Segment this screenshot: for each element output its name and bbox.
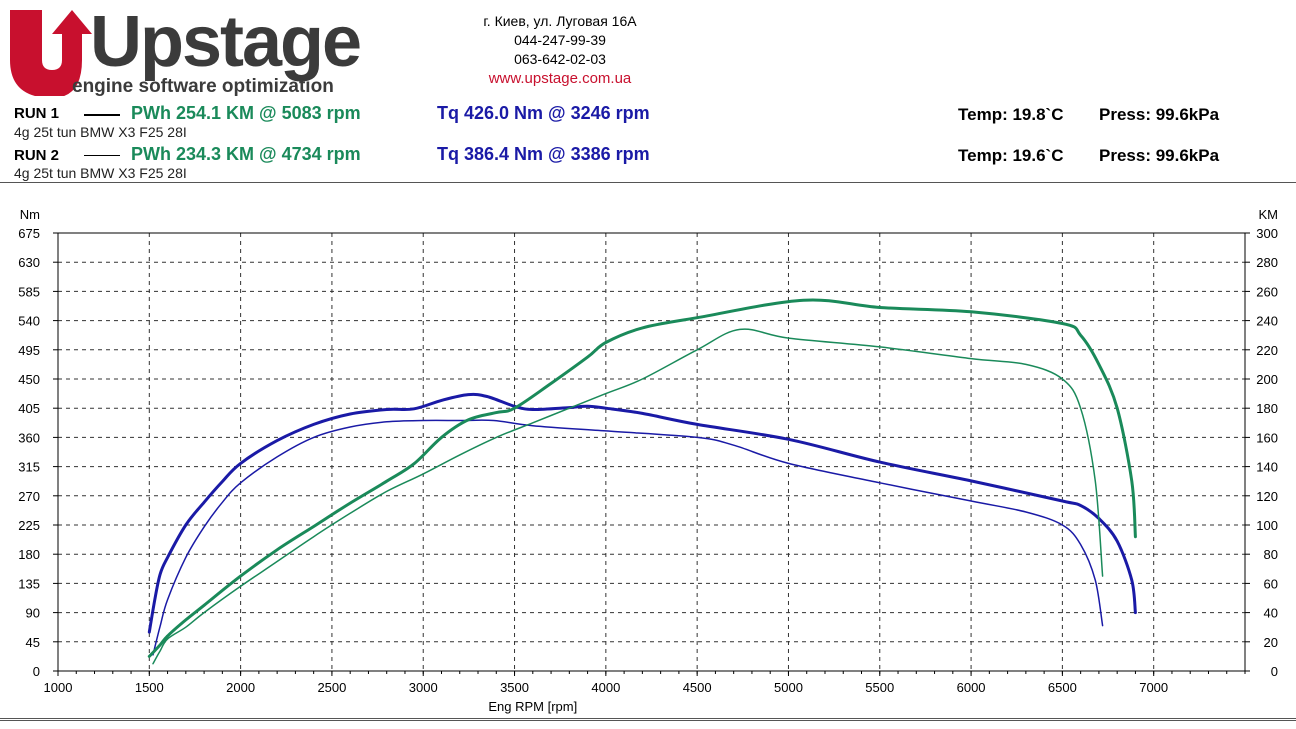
y-right-tick-label: 120 bbox=[1256, 489, 1278, 504]
frame-divider bbox=[0, 182, 1296, 183]
y-left-tick-label: 495 bbox=[18, 343, 40, 358]
frame-bottom-border bbox=[0, 718, 1296, 721]
x-tick-label: 6500 bbox=[1048, 680, 1077, 695]
plot-border bbox=[57, 232, 1246, 672]
x-tick-label: 6000 bbox=[957, 680, 986, 695]
y-right-tick-label: 140 bbox=[1256, 460, 1278, 475]
x-tick-label: 5000 bbox=[774, 680, 803, 695]
y-left-tick-label: 225 bbox=[18, 518, 40, 533]
y-right-tick-label: 160 bbox=[1256, 430, 1278, 445]
y-right-tick-label: 0 bbox=[1271, 664, 1278, 679]
chart-curves bbox=[147, 298, 1137, 665]
torque-curve-run1 bbox=[147, 392, 1137, 634]
y-right-tick-label: 240 bbox=[1256, 314, 1278, 329]
y-left-tick-label: 0 bbox=[33, 664, 40, 679]
y-left-tick-label: 360 bbox=[18, 430, 40, 445]
phone-1: 044-247-99-39 bbox=[514, 32, 606, 48]
y-left-tick-label: 405 bbox=[18, 401, 40, 416]
torque-curve-run2 bbox=[152, 419, 1104, 656]
run1-car: 4g 25t tun BMW X3 F25 28I bbox=[14, 124, 187, 140]
y-right-tick-label: 60 bbox=[1264, 576, 1278, 591]
chart-ticks: 1000 1500 2000 2500 3000 3500 4000 4500 5000 5500… bbox=[18, 207, 1278, 714]
upstage-logo: Upstage engine software optimization bbox=[6, 2, 406, 98]
run1-torque: Tq 426.0 Nm @ 3246 rpm bbox=[437, 103, 650, 123]
website-link[interactable]: www.upstage.com.ua bbox=[488, 70, 632, 87]
y-left-tick-label: 45 bbox=[26, 635, 40, 650]
y-right-tick-label: 100 bbox=[1256, 518, 1278, 533]
dyno-chart: 1000 1500 2000 2500 3000 3500 4000 4500 5000 5500… bbox=[18, 207, 1278, 714]
y-left-tick-label: 540 bbox=[18, 314, 40, 329]
x-tick-label: 2500 bbox=[317, 680, 346, 695]
y-left-tick-label: 585 bbox=[18, 284, 40, 299]
y-left-tick-label: 630 bbox=[18, 255, 40, 270]
run2-press: Press: 99.6kPa bbox=[1099, 146, 1220, 165]
y-left-tick-label: 180 bbox=[18, 547, 40, 562]
y-right-tick-label: 260 bbox=[1256, 284, 1278, 299]
x-axis-label: Eng RPM [rpm] bbox=[488, 699, 577, 714]
run1-press: Press: 99.6kPa bbox=[1099, 105, 1220, 124]
run2-power: PWh 234.3 KM @ 4734 rpm bbox=[131, 144, 361, 164]
y-left-tick-label: 135 bbox=[18, 576, 40, 591]
x-tick-label: 5500 bbox=[865, 680, 894, 695]
x-tick-label: 7000 bbox=[1139, 680, 1168, 695]
x-tick-label: 4500 bbox=[683, 680, 712, 695]
run1-temp: Temp: 19.8`C bbox=[958, 105, 1064, 124]
y-right-axis-label: KM bbox=[1259, 207, 1279, 222]
x-tick-label: 2000 bbox=[226, 680, 255, 695]
run2-line-sample bbox=[84, 155, 120, 156]
y-left-tick-label: 675 bbox=[18, 226, 40, 241]
run1-power: PWh 254.1 KM @ 5083 rpm bbox=[131, 103, 361, 123]
y-right-tick-label: 280 bbox=[1256, 255, 1278, 270]
y-right-tick-label: 40 bbox=[1264, 606, 1278, 621]
run1-label: RUN 1 bbox=[14, 105, 60, 122]
power-curve-run2 bbox=[152, 328, 1104, 665]
phone-2: 063-642-02-03 bbox=[514, 51, 606, 67]
run2-torque: Tq 386.4 Nm @ 3386 rpm bbox=[437, 144, 650, 164]
power-curve-run1 bbox=[147, 298, 1137, 658]
y-right-tick-label: 220 bbox=[1256, 343, 1278, 358]
run2-temp: Temp: 19.6`C bbox=[958, 146, 1064, 165]
run1-line-sample bbox=[84, 114, 120, 116]
x-tick-label: 3500 bbox=[500, 680, 529, 695]
y-left-tick-label: 315 bbox=[18, 460, 40, 475]
run-summary: RUN 1 PWh 254.1 KM @ 5083 rpm Tq 426.0 N… bbox=[0, 100, 1296, 182]
x-tick-label: 1000 bbox=[44, 680, 73, 695]
y-left-tick-label: 270 bbox=[18, 489, 40, 504]
run2-label: RUN 2 bbox=[14, 147, 60, 164]
y-left-tick-label: 450 bbox=[18, 372, 40, 387]
x-tick-label: 1500 bbox=[135, 680, 164, 695]
logo-wordmark: Upstage bbox=[90, 4, 360, 82]
y-right-tick-label: 200 bbox=[1256, 372, 1278, 387]
x-tick-label: 3000 bbox=[409, 680, 438, 695]
y-left-axis-label: Nm bbox=[20, 207, 40, 222]
logo-tagline: engine software optimization bbox=[72, 76, 334, 96]
run2-car: 4g 25t tun BMW X3 F25 28I bbox=[14, 165, 187, 181]
x-tick-label: 4000 bbox=[591, 680, 620, 695]
y-right-tick-label: 300 bbox=[1256, 226, 1278, 241]
y-left-tick-label: 90 bbox=[26, 606, 40, 621]
contact-block: г. Киев, ул. Луговая 16А 044-247-99-39 0… bbox=[440, 12, 680, 88]
y-right-tick-label: 180 bbox=[1256, 401, 1278, 416]
address: г. Киев, ул. Луговая 16А bbox=[483, 13, 637, 29]
y-right-tick-label: 20 bbox=[1264, 635, 1278, 650]
chart-grid bbox=[58, 233, 1245, 671]
y-right-tick-label: 80 bbox=[1264, 547, 1278, 562]
